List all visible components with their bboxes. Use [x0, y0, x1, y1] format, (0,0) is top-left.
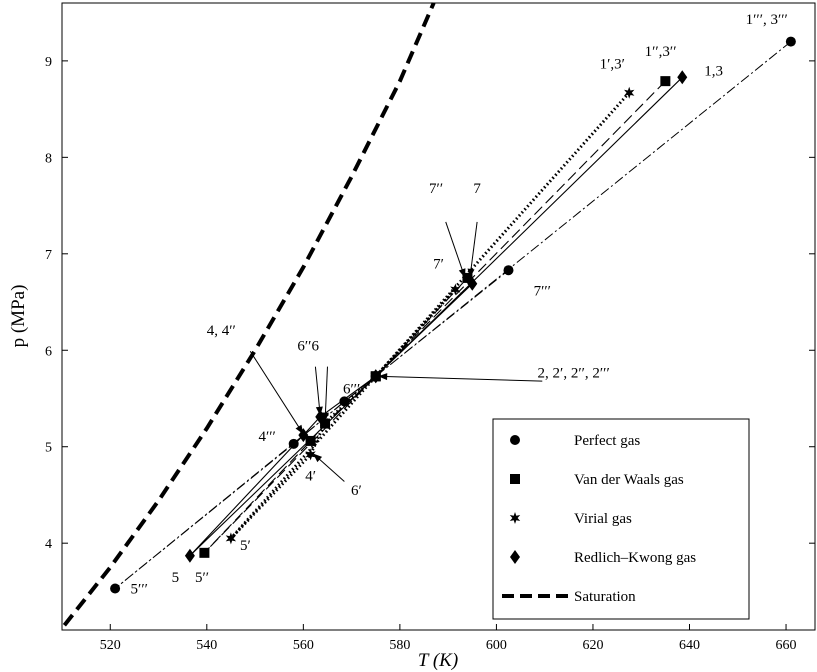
- point-perfect-gas: [339, 396, 350, 407]
- legend-label-perfect-gas: Perfect gas: [574, 433, 640, 449]
- y-axis-label: p (MPa): [8, 285, 29, 348]
- point-virial-gas: [624, 86, 635, 99]
- point-van-der-waals-gas: [305, 435, 316, 446]
- point-label: 7: [473, 181, 481, 197]
- x-tick-label: 660: [776, 638, 797, 653]
- point-annotations: 1′′′, 3′′′ 1′′,3′′ 1′,3′ 1,3 7′′ 7 7′ 7′′′ 4, 4′…: [131, 12, 788, 597]
- legend-label-van-der-waals-gas: Van der Waals gas: [574, 472, 684, 488]
- point-van-der-waals-gas: [660, 76, 671, 87]
- x-tick-label: 600: [486, 638, 507, 653]
- point-redlich-kwong-gas: [298, 428, 309, 443]
- point-label: 1′′,3′′: [645, 44, 677, 60]
- series-markers: [110, 36, 796, 594]
- annotation-arrow-line: [249, 350, 304, 435]
- x-tick-label: 620: [582, 638, 603, 653]
- annotation-arrow-line: [469, 221, 478, 278]
- legend-label-saturation: Saturation: [574, 589, 636, 605]
- point-label: 6′′′: [343, 382, 360, 398]
- point-label: 1′′′, 3′′′: [746, 12, 788, 28]
- point-perfect-gas: [503, 265, 514, 276]
- point-label: 7′′′: [534, 283, 551, 299]
- saturation-curve: [62, 2, 436, 627]
- point-redlich-kwong-gas: [467, 276, 478, 291]
- legend-swatch-perfect-gas: [510, 435, 520, 445]
- point-label: 2, 2′, 2′′, 2′′′: [538, 365, 610, 381]
- legend-swatch-van-der-waals-gas: [510, 474, 520, 484]
- point-label: 4, 4′′: [207, 323, 236, 339]
- point-virial-gas: [305, 448, 316, 461]
- point-label: 5′′′: [131, 581, 148, 597]
- y-tick-label: 6: [45, 344, 52, 359]
- annotation-arrow-line: [378, 375, 543, 382]
- point-redlich-kwong-gas: [184, 548, 195, 563]
- legend-label-virial-gas: Virial gas: [574, 511, 632, 527]
- point-label: 6′′6: [297, 338, 319, 354]
- annotation-arrows: [249, 221, 543, 482]
- point-label: 5′: [240, 538, 251, 554]
- x-tick-label: 540: [196, 638, 217, 653]
- point-virial-gas: [225, 532, 237, 545]
- point-label: 6′: [351, 483, 362, 499]
- saturation-layer: [62, 2, 436, 627]
- y-tick-label: 9: [45, 55, 52, 70]
- legend-swatch-virial-gas: [509, 512, 521, 524]
- point-label: 4′′′: [258, 429, 275, 445]
- point-label: 7′′: [429, 181, 443, 197]
- annotation-arrowhead: [313, 453, 323, 463]
- x-axis-label: T (K): [418, 650, 458, 671]
- y-tick-label: 7: [45, 248, 52, 263]
- x-tick-label: 640: [679, 638, 700, 653]
- y-tick-label: 8: [45, 151, 52, 166]
- x-tick-label: 580: [389, 638, 410, 653]
- x-tick-label: 560: [293, 638, 314, 653]
- annotation-arrow-line: [445, 221, 466, 279]
- point-van-der-waals-gas: [199, 547, 210, 558]
- point-perfect-gas: [288, 438, 299, 449]
- point-label: 1,3: [704, 63, 723, 79]
- legend-label-redlich-kwong-gas: Redlich–Kwong gas: [574, 550, 696, 566]
- point-redlich-kwong-gas: [370, 369, 381, 384]
- point-redlich-kwong-gas: [315, 409, 326, 424]
- x-axis-ticks: 520 540 560 580 600 620 640 660: [100, 624, 797, 653]
- point-label: 4′: [305, 468, 316, 484]
- legend: Perfect gas Van der Waals gas Virial gas Re…: [492, 418, 750, 620]
- legend-swatch-redlich-kwong-gas: [510, 550, 520, 564]
- point-label: 7′: [433, 256, 444, 272]
- annotation-arrowhead: [378, 373, 388, 381]
- point-van-der-waals-gas: [462, 272, 473, 283]
- y-axis-ticks: 4 5 6 7 8 9: [45, 55, 815, 552]
- point-virial-gas: [450, 283, 461, 296]
- y-tick-label: 5: [45, 441, 52, 456]
- point-redlich-kwong-gas: [677, 70, 688, 85]
- y-tick-label: 4: [45, 537, 52, 552]
- x-tick-label: 520: [100, 638, 121, 653]
- point-perfect-gas: [110, 583, 121, 594]
- legend-items: Perfect gas Van der Waals gas Virial gas Re…: [502, 433, 696, 605]
- legend-box: [492, 418, 750, 620]
- point-perfect-gas: [785, 36, 796, 47]
- point-label: 1′,3′: [600, 57, 625, 73]
- point-label: 5′′: [195, 570, 209, 586]
- annotation-arrow-line: [324, 366, 328, 422]
- point-virial-gas: [319, 416, 331, 429]
- point-label: 5: [172, 570, 180, 586]
